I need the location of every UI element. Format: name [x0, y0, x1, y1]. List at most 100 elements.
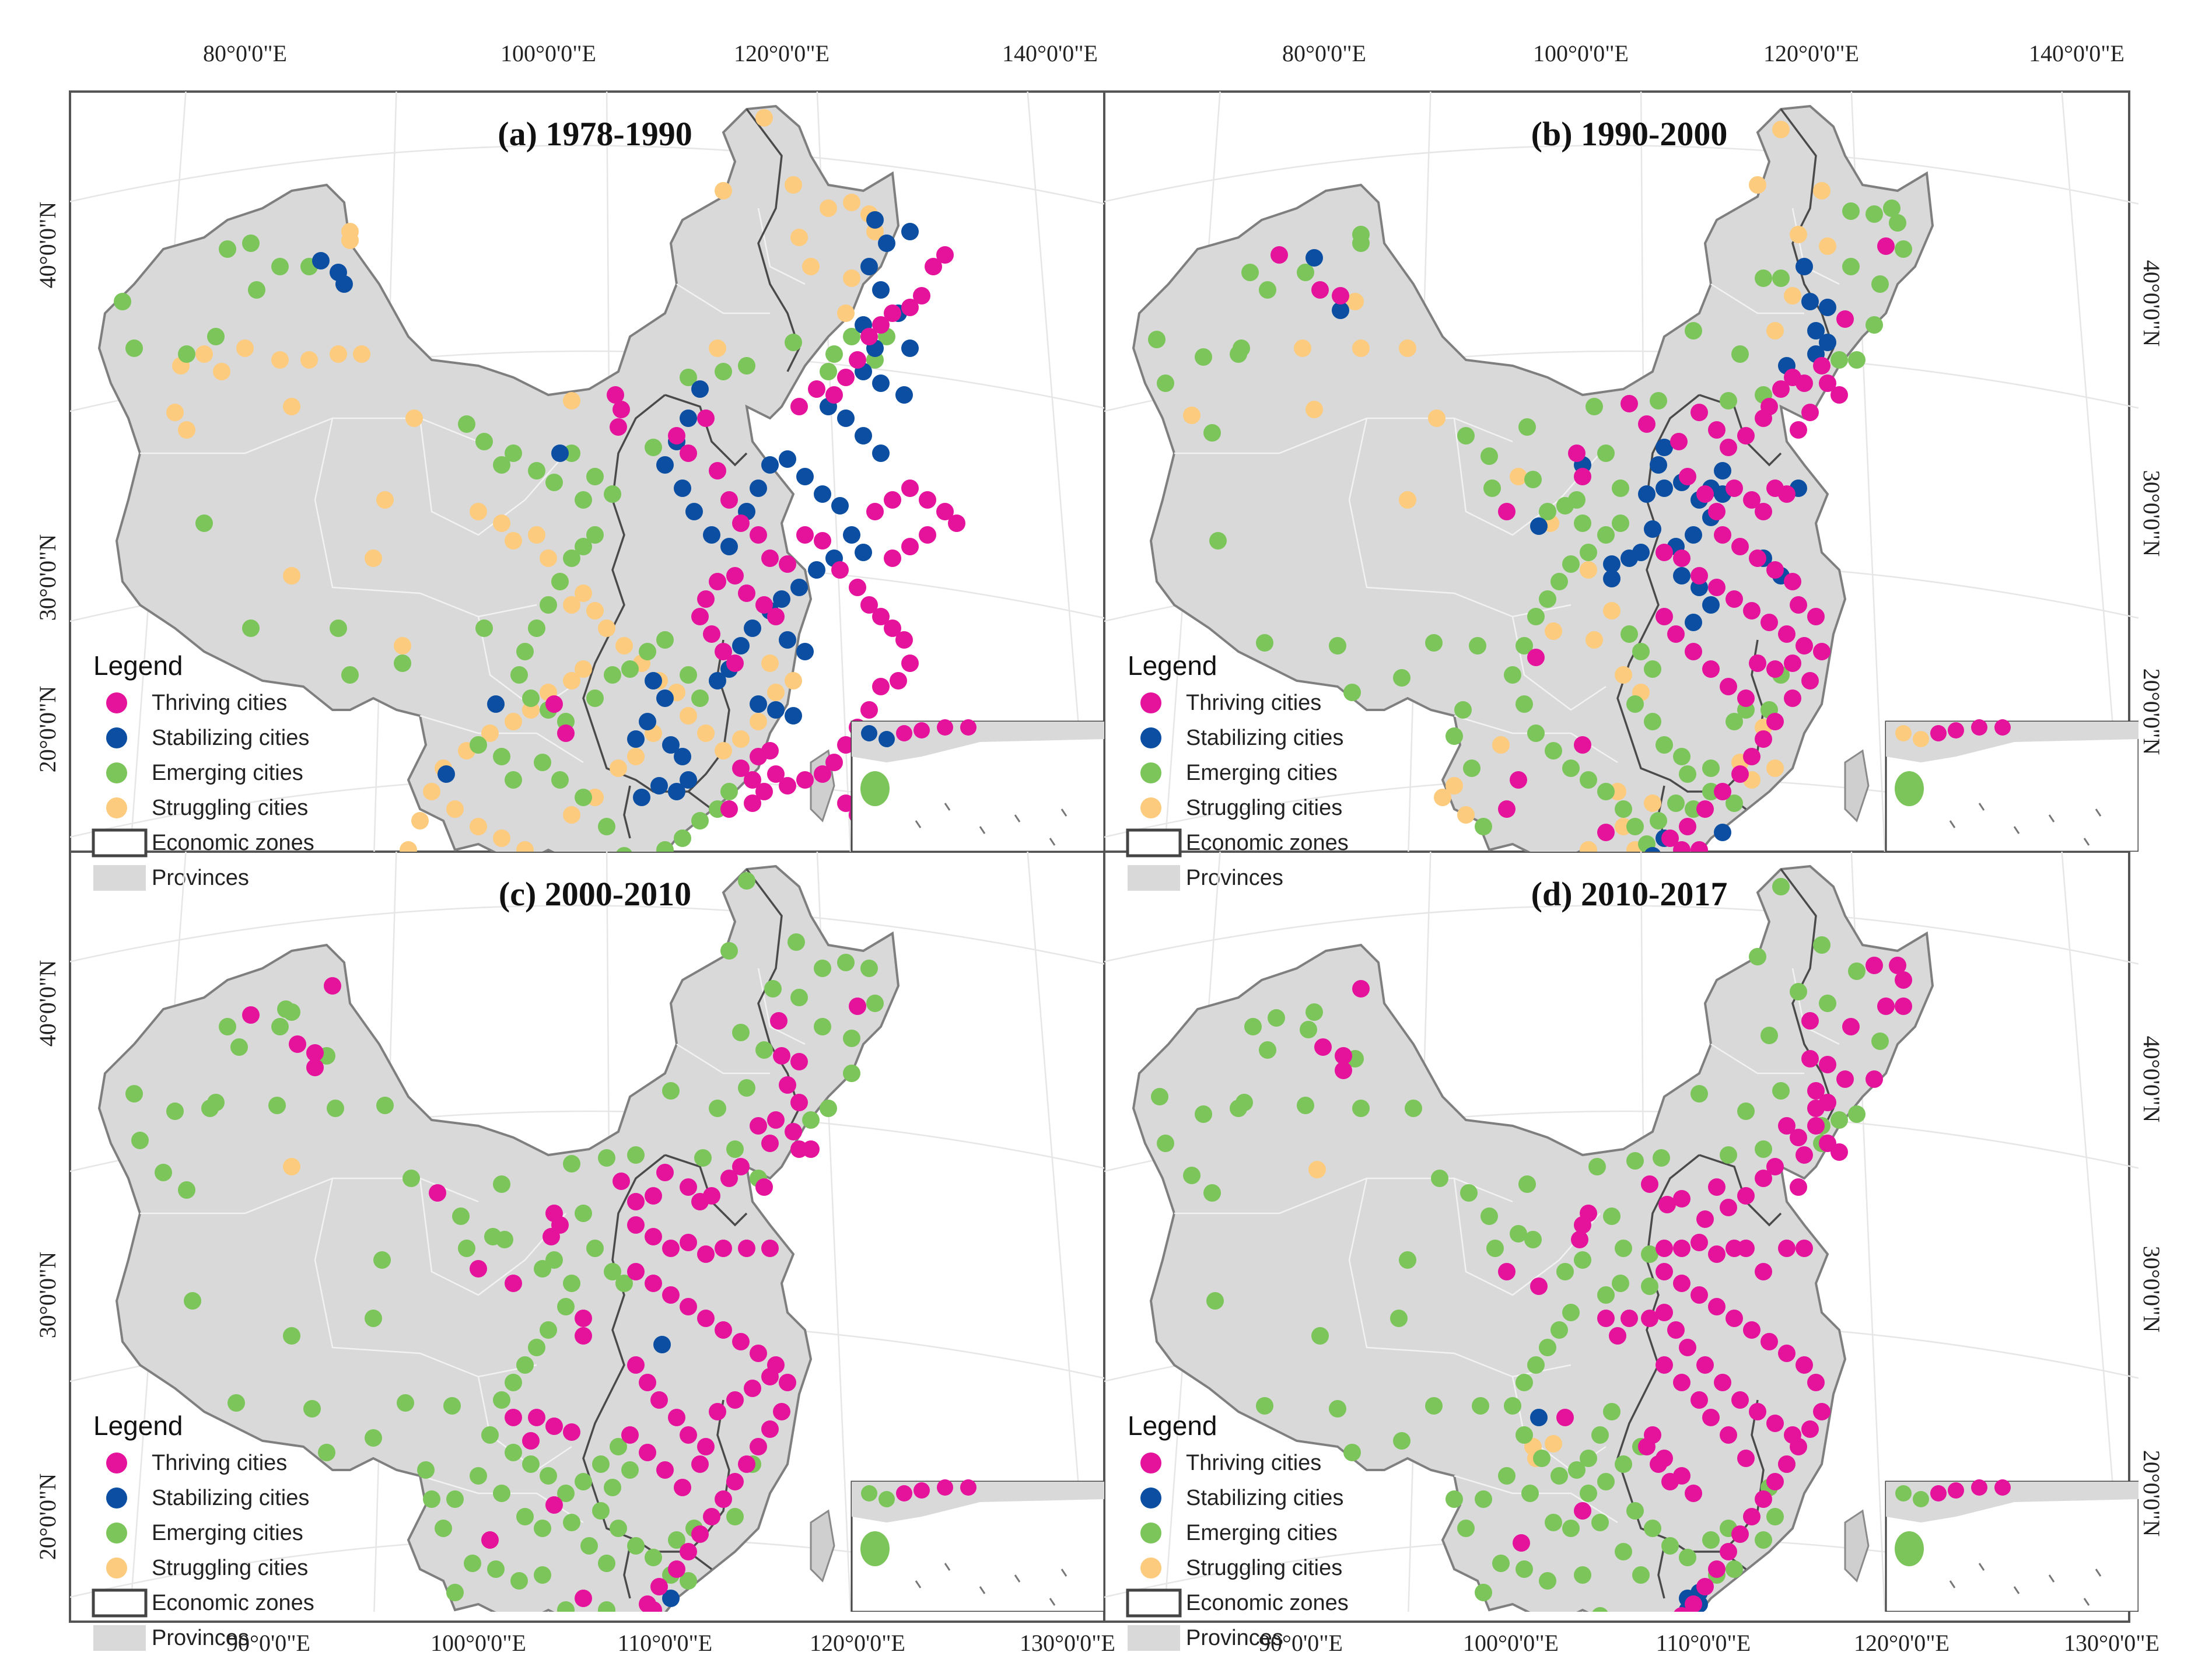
- emerging-city-dot: [586, 526, 604, 544]
- thriving-city-dot: [1778, 625, 1796, 643]
- emerging-city-dot: [1425, 634, 1443, 652]
- emerging-city-dot: [271, 1018, 289, 1035]
- thriving-city-dot: [1766, 713, 1784, 730]
- emerging-city-dot: [505, 1374, 522, 1391]
- emerging-city-dot: [1755, 1531, 1772, 1549]
- stabilizing-city-dot: [773, 590, 790, 608]
- thriving-city-dot: [890, 672, 907, 690]
- emerging-city-dot: [837, 954, 855, 971]
- struggling-city-dot: [1644, 794, 1661, 812]
- panel-title: (b) 1990-2000: [1531, 115, 1728, 153]
- struggling-city-dot: [1510, 468, 1527, 485]
- emerging-city-dot: [1615, 1240, 1632, 1257]
- struggling-city-dot: [400, 841, 417, 852]
- emerging-city-dot: [1550, 1321, 1568, 1339]
- thriving-city-dot: [761, 1368, 779, 1385]
- thriving-city-dot: [1801, 1420, 1819, 1438]
- struggling-city-dot: [166, 404, 184, 421]
- emerging-city-dot: [1195, 348, 1212, 366]
- thriving-city-dot: [1620, 1310, 1638, 1327]
- emerging-city-dot: [1650, 812, 1667, 830]
- thriving-city-dot: [1690, 1234, 1708, 1251]
- thriving-city-dot: [680, 1178, 697, 1196]
- thriving-city-dot: [1685, 1595, 1702, 1612]
- thriving-city-dot: [720, 491, 738, 509]
- thriving-city-dot: [1796, 1146, 1813, 1164]
- thriving-city-dot: [755, 1178, 773, 1196]
- struggling-city-dot: [820, 200, 837, 217]
- thriving-city-dot: [1726, 480, 1743, 497]
- lon-label: 120°0'0"E: [1763, 40, 1859, 66]
- emerging-city-dot: [1661, 1537, 1679, 1555]
- emerging-city-dot: [1772, 1082, 1790, 1100]
- emerging-city-dot: [475, 433, 493, 450]
- thriving-city-dot: [1737, 1187, 1755, 1205]
- thriving-city-dot: [1784, 573, 1801, 590]
- legend-struggling-swatch: [1140, 797, 1161, 818]
- emerging-city-dot: [125, 1085, 143, 1102]
- struggling-city-dot: [697, 724, 715, 742]
- struggling-city-dot: [1428, 410, 1446, 427]
- emerging-city-dot: [616, 847, 632, 852]
- stabilizing-city-dot: [860, 258, 878, 275]
- emerging-city-dot: [586, 690, 604, 707]
- emerging-city-dot: [656, 841, 674, 852]
- stabilizing-city-dot: [878, 235, 895, 252]
- thriving-city-dot: [919, 491, 936, 509]
- thriving-city-dot: [808, 380, 825, 398]
- struggling-city-dot: [563, 806, 580, 824]
- thriving-city-dot: [662, 1240, 680, 1257]
- thriving-city-dot: [1790, 596, 1807, 614]
- legend-emerging-swatch: [1140, 1522, 1161, 1544]
- emerging-city-dot: [1472, 1397, 1489, 1415]
- thriving-city-dot: [306, 1059, 324, 1076]
- thriving-city-dot: [575, 1590, 592, 1607]
- struggling-city-dot: [790, 229, 808, 246]
- struggling-city-dot: [1772, 121, 1790, 138]
- emerging-city-dot: [755, 1041, 773, 1059]
- struggling-city-dot: [1294, 340, 1311, 357]
- thriving-city-dot: [1556, 1409, 1574, 1426]
- struggling-city-dot: [575, 584, 592, 602]
- emerging-city-dot: [125, 340, 143, 357]
- thriving-city-dot: [545, 695, 563, 713]
- stabilizing-city-dot: [1714, 824, 1731, 841]
- thriving-city-dot: [1696, 1210, 1714, 1228]
- thriving-city-dot: [738, 1240, 755, 1257]
- emerging-city-dot: [557, 1298, 575, 1315]
- top-axis-left: 80°0'0"E 100°0'0"E 120°0'0"E 140°0'0"E: [203, 40, 1098, 66]
- struggling-city-dot: [1399, 340, 1416, 357]
- emerging-city-dot: [598, 1601, 615, 1612]
- lon-label: 100°0'0"E: [1533, 40, 1629, 66]
- struggling-city-dot: [837, 304, 855, 322]
- emerging-city-dot: [184, 1292, 201, 1310]
- stabilizing-city-dot: [1530, 517, 1548, 535]
- struggling-city-dot: [1183, 407, 1200, 424]
- emerging-city-dot: [604, 666, 621, 684]
- bottom-axis-left: 90°0'0"E 100°0'0"E 110°0'0"E 120°0'0"E 1…: [226, 1630, 1115, 1656]
- emerging-city-dot: [680, 1572, 697, 1590]
- thriving-city-dot: [1714, 1374, 1731, 1391]
- emerging-city-dot: [155, 1164, 172, 1181]
- lon-label: 110°0'0"E: [618, 1630, 712, 1656]
- thriving-city-dot: [697, 1245, 715, 1263]
- thriving-city-dot: [1656, 1356, 1673, 1374]
- emerging-city-dot: [1256, 1397, 1273, 1415]
- panel-title: (a) 1978-1990: [498, 115, 692, 153]
- emerging-city-dot: [680, 369, 697, 386]
- thriving-city-dot: [703, 625, 720, 643]
- legend-label: Thriving cities: [152, 1451, 287, 1475]
- thriving-city-dot: [814, 765, 831, 783]
- emerging-city-dot: [1871, 275, 1889, 293]
- thriving-city-dot: [1778, 485, 1796, 503]
- emerging-city-dot: [1516, 1374, 1533, 1391]
- struggling-city-dot: [300, 351, 318, 369]
- thriving-city-dot: [1661, 830, 1679, 847]
- thriving-city-dot: [1784, 1426, 1801, 1444]
- emerging-city-dot: [551, 573, 569, 590]
- thriving-city-dot: [1708, 1560, 1726, 1578]
- thriving-city-dot: [1656, 608, 1673, 625]
- emerging-city-dot: [1690, 1085, 1708, 1102]
- emerging-city-dot: [732, 1024, 750, 1041]
- struggling-city-dot: [575, 660, 592, 678]
